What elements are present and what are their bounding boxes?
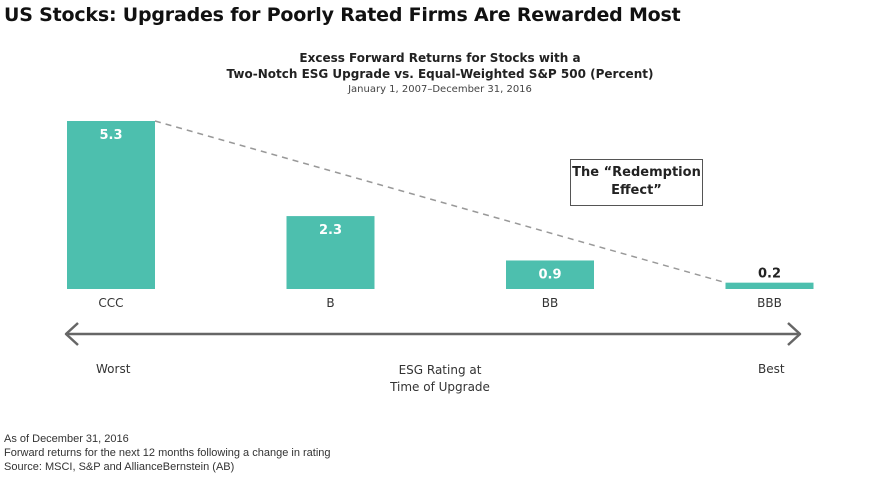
bar-bb xyxy=(506,260,594,289)
axis-worst-label: Worst xyxy=(96,362,131,376)
category-label-ccc: CCC xyxy=(98,296,123,310)
date-range: January 1, 2007–December 31, 2016 xyxy=(348,84,532,95)
bar-bbb xyxy=(725,282,814,289)
callout-line1: The “Redemption xyxy=(572,165,701,180)
data-label-bbb: 0.2 xyxy=(758,267,781,282)
bar-ccc xyxy=(67,121,155,289)
chart-title: US Stocks: Upgrades for Poorly Rated Fir… xyxy=(4,4,681,26)
axis-best-label: Best xyxy=(758,362,785,376)
callout-line2: Effect” xyxy=(611,183,662,198)
bar-b xyxy=(286,216,375,289)
x-axis-label: ESG Rating at Time of Upgrade xyxy=(340,362,540,396)
footnote-definition: Forward returns for the next 12 months f… xyxy=(4,447,331,459)
data-label-b: 2.3 xyxy=(319,223,342,238)
data-label-ccc: 5.3 xyxy=(99,128,122,143)
arrowhead-left-icon xyxy=(64,322,79,346)
category-label-bbb: BBB xyxy=(757,296,782,310)
data-label-bb: 0.9 xyxy=(538,267,561,282)
x-axis-label-line1: ESG Rating at xyxy=(398,363,482,377)
footnote-as-of: As of December 31, 2016 xyxy=(4,433,129,445)
chart-subtitle-line2: Two-Notch ESG Upgrade vs. Equal-Weighted… xyxy=(226,67,654,81)
redemption-effect-callout: The “Redemption Effect” xyxy=(570,159,703,206)
category-label-b: B xyxy=(326,296,334,310)
footnotes: As of December 31, 2016 Forward returns … xyxy=(4,432,331,474)
footnote-source: Source: MSCI, S&P and AllianceBernstein … xyxy=(4,461,235,473)
category-label-bb: BB xyxy=(542,296,558,310)
arrowhead-right-icon xyxy=(787,322,802,346)
chart-subtitle-line1: Excess Forward Returns for Stocks with a xyxy=(299,51,581,65)
x-axis-label-line2: Time of Upgrade xyxy=(390,380,490,394)
